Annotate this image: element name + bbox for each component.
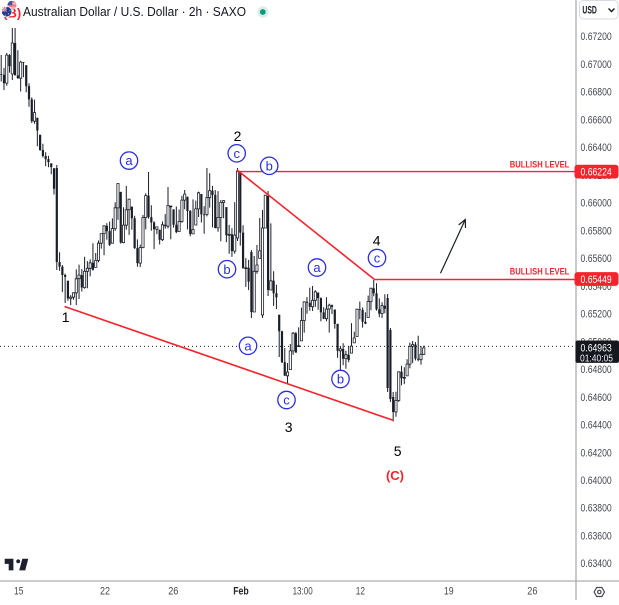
svg-text:0.67200: 0.67200: [581, 31, 612, 43]
svg-text:0.66400: 0.66400: [581, 142, 612, 154]
svg-text:0.64200: 0.64200: [581, 447, 612, 459]
svg-text:13:00: 13:00: [293, 586, 313, 598]
svg-text:(C): (C): [386, 468, 404, 483]
svg-text:a: a: [244, 338, 252, 353]
svg-text:c: c: [233, 146, 240, 161]
svg-text:USD: USD: [582, 5, 596, 17]
svg-text:0.64400: 0.64400: [581, 420, 612, 432]
svg-text:1: 1: [62, 309, 70, 325]
svg-text:01:40:05: 01:40:05: [580, 353, 613, 364]
svg-text:Feb: Feb: [233, 586, 249, 598]
svg-text:15: 15: [14, 586, 23, 598]
svg-text:Australian Dollar / U.S. Dolla: Australian Dollar / U.S. Dollar · 2h · S…: [23, 5, 246, 19]
svg-text:c: c: [374, 251, 381, 266]
svg-text:0.65200: 0.65200: [581, 309, 612, 321]
svg-text:b: b: [266, 158, 273, 173]
svg-text:a: a: [313, 260, 321, 275]
svg-text:b: b: [223, 262, 230, 277]
svg-text:0.63800: 0.63800: [581, 503, 612, 515]
svg-text:5: 5: [394, 443, 402, 459]
svg-text:19: 19: [444, 586, 454, 598]
svg-text:0.66800: 0.66800: [581, 87, 612, 99]
svg-text:12: 12: [356, 586, 365, 598]
svg-text:0.66600: 0.66600: [581, 114, 612, 126]
svg-text:0.63600: 0.63600: [581, 531, 612, 543]
svg-text:0.65600: 0.65600: [581, 253, 612, 265]
svg-text:0.66000: 0.66000: [581, 198, 612, 210]
svg-text:b: b: [337, 372, 344, 387]
svg-text:3: 3: [285, 419, 293, 435]
svg-text:BULLISH LEVEL: BULLISH LEVEL: [510, 159, 570, 170]
svg-text:0.67000: 0.67000: [581, 59, 612, 71]
svg-text:c: c: [283, 393, 290, 408]
svg-text:0.64600: 0.64600: [581, 392, 612, 404]
svg-text:0.65800: 0.65800: [581, 225, 612, 237]
svg-text:0.63400: 0.63400: [581, 558, 612, 570]
svg-text:2: 2: [234, 128, 242, 144]
svg-text:26: 26: [168, 586, 178, 598]
svg-text:0.65449: 0.65449: [581, 274, 612, 286]
svg-text:26: 26: [527, 586, 537, 598]
svg-text:BULLISH LEVEL: BULLISH LEVEL: [510, 267, 570, 278]
svg-text:4: 4: [373, 233, 381, 249]
svg-text:0.66224: 0.66224: [581, 167, 612, 179]
svg-text:22: 22: [100, 586, 110, 598]
svg-text:a: a: [125, 153, 133, 168]
svg-text:0.64800: 0.64800: [581, 364, 612, 376]
svg-text:0.64000: 0.64000: [581, 475, 612, 487]
